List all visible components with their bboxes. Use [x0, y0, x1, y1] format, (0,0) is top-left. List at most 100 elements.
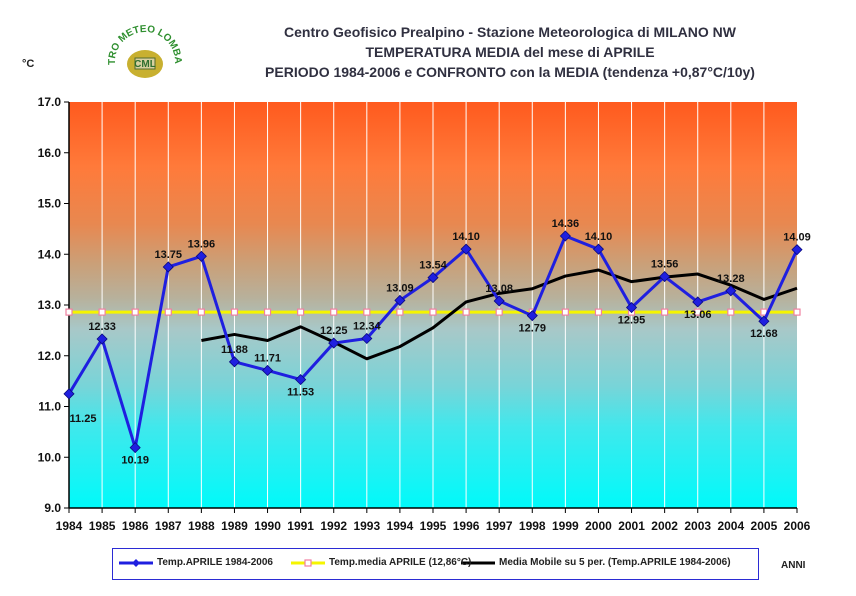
data-label: 13.56 — [651, 259, 679, 271]
data-label: 11.25 — [70, 413, 97, 425]
y-tick-label: 16.0 — [38, 146, 62, 160]
temperature-point — [427, 272, 439, 284]
y-tick-label: 15.0 — [38, 197, 62, 211]
data-label: 12.79 — [519, 323, 547, 335]
data-label: 12.25 — [320, 325, 348, 337]
mean-marker — [197, 308, 205, 316]
data-label: 13.75 — [155, 249, 183, 261]
temperature-point — [791, 244, 803, 256]
mean-marker — [98, 308, 106, 316]
data-label: 13.96 — [188, 238, 216, 250]
temperature-point — [692, 296, 704, 308]
y-tick-label: 13.0 — [38, 298, 62, 312]
temperature-point — [725, 285, 737, 297]
y-tick-label: 11.0 — [38, 400, 61, 414]
data-label: 13.06 — [684, 309, 712, 321]
legend-diamond-icon — [132, 559, 140, 567]
data-label: 12.34 — [353, 320, 381, 332]
mean-marker — [561, 308, 569, 316]
temperature-point — [460, 243, 472, 255]
x-tick-label: 2006 — [784, 519, 811, 533]
x-tick-label: 1997 — [486, 519, 513, 533]
data-label: 12.68 — [750, 328, 778, 340]
data-labels: 11.25 12.33 10.19 13.75 13.96 11.88 11.71 11.53… — [70, 218, 811, 467]
mean-marker — [330, 308, 338, 316]
temperature-point — [261, 364, 274, 377]
x-tick-label: 1984 — [56, 519, 83, 533]
x-tick-label: 1999 — [552, 519, 579, 533]
mean-marker — [462, 308, 470, 316]
mean-marker — [661, 308, 669, 316]
temperature-point — [493, 295, 505, 307]
x-tick-label: 1993 — [353, 519, 380, 533]
temperature-point — [228, 356, 241, 368]
temperature-point — [659, 271, 671, 283]
mean-marker — [363, 308, 371, 316]
chart-title-line-2: TEMPERATURA MEDIA del mese di APRILE — [365, 44, 655, 60]
axes: 9.0 10.0 11.0 12.0 13.0 14.0 15.0 16.0 17.0 1984 1… — [38, 95, 811, 533]
temperature-point — [394, 294, 406, 306]
legend-swatches — [119, 559, 495, 567]
x-tick-label: 1992 — [320, 519, 347, 533]
chart-title-line-1: Centro Geofisico Prealpino - Stazione Me… — [284, 24, 736, 40]
mean-marker — [793, 308, 801, 316]
legend-label-moving: Media Mobile su 5 per. (Temp.APRILE 1984… — [499, 557, 731, 568]
x-tick-label: 2005 — [751, 519, 778, 533]
data-label: 14.36 — [552, 218, 580, 230]
temperature-point — [625, 301, 638, 314]
temperature-point — [328, 337, 340, 349]
x-tick-label: 1986 — [122, 519, 149, 533]
cml-logo: CML CENTRO METEO LOMBARDO — [99, 8, 187, 100]
x-tick-label: 1995 — [420, 519, 447, 533]
legend-square-icon — [304, 559, 312, 567]
grid — [101, 102, 765, 508]
y-tick-label: 10.0 — [38, 450, 62, 464]
data-label: 11.53 — [287, 387, 314, 399]
data-label: 14.10 — [452, 231, 480, 243]
temperature-point — [129, 442, 141, 454]
data-label: 10.19 — [121, 455, 149, 467]
data-label: 11.71 — [254, 352, 281, 364]
data-label: 13.09 — [386, 282, 414, 294]
temperature-point — [559, 230, 571, 242]
x-tick-label: 1988 — [188, 519, 215, 533]
temperature-point — [295, 374, 307, 386]
x-tick-label: 1989 — [221, 519, 248, 533]
temperature-point — [162, 261, 174, 273]
temperature-point — [592, 243, 605, 255]
x-tick-label: 1987 — [155, 519, 182, 533]
x-tick-label: 2004 — [717, 519, 744, 533]
mean-marker — [164, 308, 172, 316]
data-label: 11.88 — [221, 344, 248, 356]
chart-title-line-3: PERIODO 1984-2006 e CONFRONTO con la MED… — [265, 64, 755, 80]
y-tick-label: 17.0 — [38, 95, 62, 109]
x-tick-label: 2000 — [585, 519, 612, 533]
y-tick-label: 9.0 — [44, 501, 61, 515]
data-label: 14.10 — [585, 231, 613, 243]
temperature-point — [96, 333, 108, 345]
series — [63, 230, 803, 454]
data-label: 13.28 — [717, 273, 745, 285]
mean-marker — [131, 308, 139, 316]
mean-marker — [263, 308, 272, 316]
mean-marker — [495, 308, 503, 316]
mean-marker — [396, 308, 404, 316]
legend-label-main: Temp.APRILE 1984-2006 — [157, 557, 273, 568]
mean-marker — [694, 308, 702, 316]
data-label: 13.54 — [419, 260, 447, 272]
x-tick-label: 2002 — [651, 519, 678, 533]
x-tick-label: 1996 — [453, 519, 480, 533]
data-label: 12.95 — [618, 315, 646, 327]
legend-label-mean: Temp.media APRILE (12,86°C) — [329, 557, 472, 568]
legend: Temp.APRILE 1984-2006 Temp.media APRILE … — [112, 548, 759, 580]
x-axis-title: ANNI — [781, 560, 806, 571]
temperature-point — [195, 250, 207, 262]
temperature-point — [758, 315, 770, 327]
logo-center-text: CML — [134, 59, 156, 70]
mean-marker — [230, 308, 239, 316]
moving-average-line — [201, 268, 798, 361]
x-tick-label: 1990 — [254, 519, 281, 533]
mean-marker — [594, 308, 603, 316]
mean-marker — [727, 308, 735, 316]
